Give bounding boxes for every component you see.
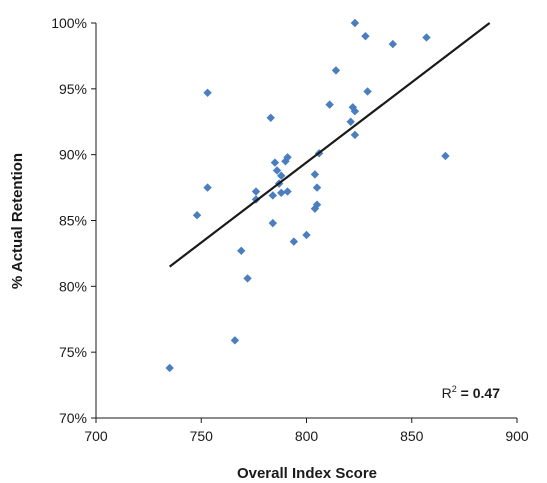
data-point	[312, 183, 322, 192]
data-point	[350, 18, 360, 28]
x-tick-label: 800	[295, 428, 319, 444]
data-point	[388, 39, 398, 49]
data-point	[272, 166, 282, 175]
y-tick-label: 80%	[59, 278, 87, 294]
data-point	[268, 218, 278, 228]
data-point	[350, 107, 360, 116]
data-point	[270, 158, 280, 167]
data-point	[243, 274, 252, 283]
data-point	[310, 204, 320, 213]
data-point	[422, 33, 431, 42]
x-tick-label: 700	[84, 428, 108, 444]
y-tick-label: 75%	[59, 344, 87, 360]
data-point	[237, 246, 246, 255]
y-tick-label: 95%	[59, 81, 87, 97]
data-point	[230, 336, 240, 345]
data-point	[203, 88, 212, 97]
data-point	[277, 188, 286, 198]
x-axis-ticks: 700 750 800 850 900	[84, 418, 529, 444]
r-squared-symbol: R	[442, 385, 452, 401]
y-tick-label: 90%	[59, 147, 87, 163]
r-squared-value: = 0.47	[457, 385, 500, 401]
y-tick-label: 70%	[59, 410, 87, 426]
trendline	[169, 22, 491, 268]
x-axis-title: Overall Index Score	[237, 465, 377, 482]
data-point	[289, 237, 299, 246]
data-point	[363, 87, 372, 96]
data-point	[277, 171, 286, 180]
y-axis-ticks: 70% 75% 80% 85% 90% 95% 100%	[51, 15, 96, 426]
data-point	[266, 113, 275, 122]
data-point	[441, 151, 450, 161]
r-squared-annotation: R2 = 0.47	[442, 384, 501, 401]
data-point	[310, 170, 320, 179]
data-point	[325, 100, 334, 109]
data-point	[346, 117, 355, 126]
data-point	[302, 230, 311, 240]
x-tick-label: 850	[400, 428, 424, 444]
data-point	[268, 191, 278, 200]
data-point	[251, 187, 261, 196]
data-point	[361, 31, 370, 41]
data-point	[283, 187, 292, 196]
y-tick-label: 100%	[51, 15, 87, 31]
data-point	[192, 211, 202, 220]
x-tick-label: 750	[190, 428, 214, 444]
y-axis-title: % Actual Retention	[9, 153, 26, 289]
y-tick-label: 85%	[59, 213, 87, 229]
data-point	[165, 363, 174, 373]
x-tick-label: 900	[505, 428, 529, 444]
data-point	[281, 157, 290, 166]
data-point	[350, 130, 360, 140]
data-points	[165, 18, 450, 373]
r-squared-superscript: 2	[452, 384, 457, 394]
data-point	[331, 66, 341, 75]
data-point	[203, 183, 212, 192]
